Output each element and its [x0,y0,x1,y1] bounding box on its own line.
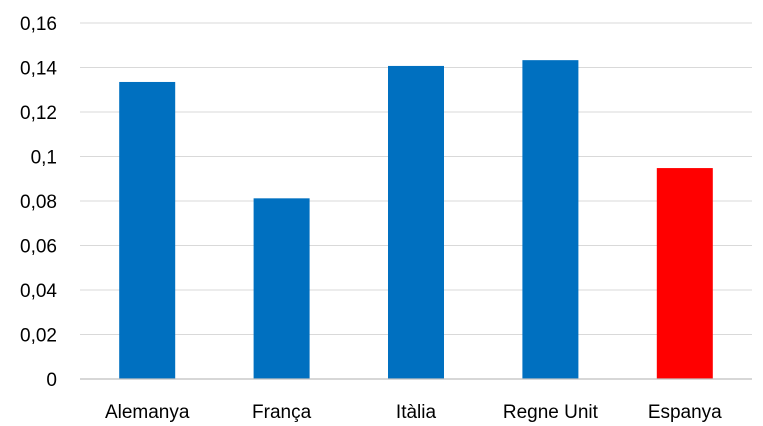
y-axis-tick-labels: 0 0,02 0,04 0,06 0,08 0,1 0,12 0,14 0,16 [20,14,57,391]
y-tick-label: 0,04 [20,281,57,302]
bar-frança [253,198,310,379]
bar-regne-unit [522,60,579,379]
y-tick-label: 0,1 [31,148,57,169]
x-category-label: Regne Unit [503,402,599,423]
y-tick-label: 0 [46,370,57,391]
bars [119,60,713,380]
x-category-label: Itàlia [396,402,437,423]
bar-alemanya [119,81,176,380]
bar-espanya [656,168,713,379]
x-category-label: Alemanya [105,402,190,423]
y-tick-label: 0,02 [20,326,57,347]
y-tick-label: 0,08 [20,192,57,213]
y-tick-label: 0,06 [20,237,57,258]
bar-itàlia [388,65,444,379]
x-category-label: França [252,402,312,423]
x-axis-category-labels: Alemanya França Itàlia Regne Unit Espanya [105,402,722,423]
x-category-label: Espanya [648,402,722,423]
y-tick-label: 0,14 [20,59,57,80]
y-tick-label: 0,16 [20,14,57,35]
y-tick-label: 0,12 [20,103,57,124]
